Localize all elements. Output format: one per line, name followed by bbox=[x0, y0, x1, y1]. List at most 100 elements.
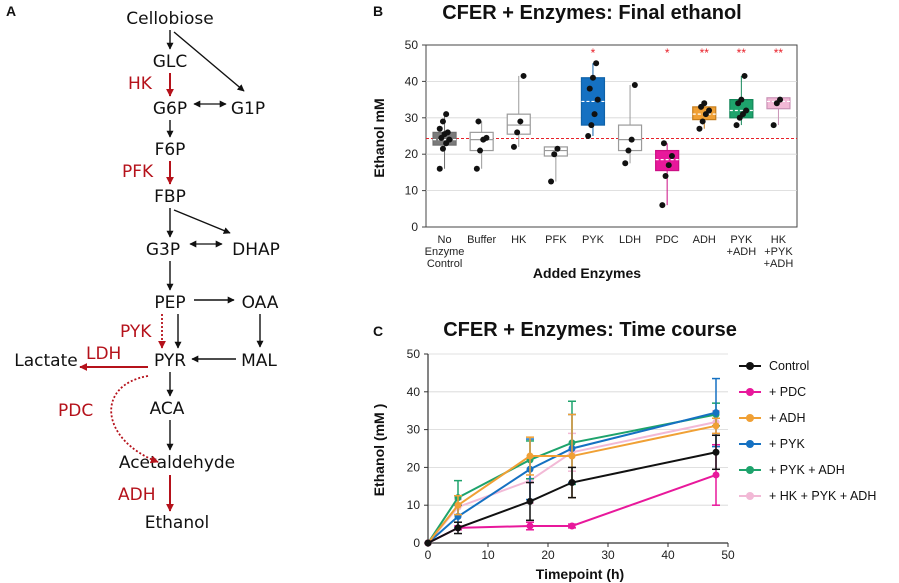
category-label: PYK bbox=[730, 234, 753, 246]
legend-item: Control bbox=[739, 359, 809, 373]
node-ethanol: Ethanol bbox=[145, 513, 210, 533]
legend-item: + HK + PYK + ADH bbox=[739, 489, 876, 503]
category-label: Control bbox=[427, 258, 462, 270]
box-point bbox=[551, 151, 558, 158]
box-point bbox=[473, 165, 480, 172]
chart-b-ytick-label: 30 bbox=[405, 111, 419, 125]
box-point bbox=[699, 118, 706, 125]
legend-label: Control bbox=[769, 359, 809, 373]
chart-c-xtick-label: 40 bbox=[661, 548, 675, 562]
box-point bbox=[439, 118, 446, 125]
chart-b-ylabel: Ethanol mM bbox=[371, 98, 387, 177]
node-pep: PEP bbox=[154, 293, 185, 313]
chart-c-ylabel: Ethanol (mM ) bbox=[371, 404, 387, 497]
enzyme-adh: ADH bbox=[118, 485, 156, 505]
node-mal: MAL bbox=[241, 351, 277, 371]
chart-c-ytick-label: 40 bbox=[407, 385, 421, 399]
box-point bbox=[665, 162, 672, 169]
box-point bbox=[443, 111, 450, 118]
chart-b-ytick-label: 50 bbox=[405, 38, 419, 52]
node-acetaldehyde: Acetaldehyde bbox=[119, 453, 235, 473]
box-point bbox=[588, 122, 595, 129]
time-course-chart: C CFER + Enzymes: Time course Ethanol (m… bbox=[371, 319, 876, 582]
category-label: No bbox=[438, 234, 452, 246]
data-point bbox=[568, 452, 576, 460]
box-point bbox=[520, 72, 527, 79]
box-3: PFK bbox=[543, 145, 568, 246]
chart-c-xtick-label: 10 bbox=[481, 548, 495, 562]
series-0 bbox=[424, 434, 720, 547]
category-label: +ADH bbox=[727, 246, 757, 258]
category-label: Enzyme bbox=[425, 246, 465, 258]
chart-b-xlabel: Added Enzymes bbox=[533, 265, 641, 281]
legend-swatch-marker bbox=[746, 388, 754, 396]
data-point bbox=[712, 471, 720, 479]
legend-item: + ADH bbox=[739, 411, 805, 425]
legend-item: + PDC bbox=[739, 385, 806, 399]
box-9: ** HK+PYK+ADH bbox=[764, 46, 794, 270]
legend-label: + PDC bbox=[769, 385, 806, 399]
box-point bbox=[483, 134, 490, 141]
box-point bbox=[475, 118, 482, 125]
panel-label-a: A bbox=[6, 3, 16, 19]
enzyme-pyk: PYK bbox=[120, 322, 152, 342]
node-cellobiose: Cellobiose bbox=[126, 9, 213, 29]
significance-marker: ** bbox=[700, 46, 710, 60]
chart-c-ytick-label: 50 bbox=[407, 347, 421, 361]
node-g6p: G6P bbox=[153, 99, 187, 119]
arrow-fbp-dhap bbox=[173, 209, 231, 234]
chart-c-ytick-label: 10 bbox=[407, 498, 421, 512]
box-point bbox=[436, 125, 443, 132]
enzyme-ldh: LDH bbox=[86, 344, 121, 364]
node-f6p: F6P bbox=[155, 140, 186, 160]
chart-c-xlabel: Timepoint (h) bbox=[536, 566, 624, 582]
legend-swatch-marker bbox=[746, 362, 754, 370]
category-label: ADH bbox=[693, 234, 716, 246]
significance-marker: ** bbox=[774, 46, 784, 60]
box-point bbox=[738, 96, 745, 103]
box-point bbox=[660, 140, 667, 147]
chart-b-ytick-label: 0 bbox=[411, 220, 418, 234]
category-label: +ADH bbox=[764, 258, 794, 270]
node-fbp: FBP bbox=[154, 187, 186, 207]
category-label: LDH bbox=[619, 234, 641, 246]
box-point bbox=[622, 160, 629, 167]
chart-c-ytick-label: 20 bbox=[407, 460, 421, 474]
legend-item: + PYK + ADH bbox=[739, 463, 845, 477]
box-point bbox=[439, 145, 446, 152]
box-point bbox=[628, 136, 635, 143]
box-point bbox=[446, 136, 453, 143]
box-point bbox=[743, 107, 750, 114]
chart-c-title: CFER + Enzymes: Time course bbox=[443, 319, 737, 341]
data-point bbox=[454, 524, 462, 532]
legend-swatch-marker bbox=[746, 466, 754, 474]
data-point bbox=[526, 452, 534, 460]
chart-c-xtick-label: 30 bbox=[601, 548, 615, 562]
arrow-pyr-acetaldehyde-pdc bbox=[110, 375, 159, 464]
node-glc: GLC bbox=[153, 52, 188, 72]
box-point bbox=[593, 60, 600, 67]
chart-b-ytick-label: 10 bbox=[405, 184, 419, 198]
enzyme-hk: HK bbox=[128, 74, 153, 94]
chart-b-title: CFER + Enzymes: Final ethanol bbox=[442, 2, 742, 24]
box-point bbox=[733, 122, 740, 129]
enzyme-pdc: PDC bbox=[58, 401, 93, 421]
arrow-cellobiose-g1p bbox=[173, 31, 245, 92]
category-label: PFK bbox=[545, 234, 567, 246]
category-label: HK bbox=[771, 234, 787, 246]
box-point bbox=[510, 143, 517, 150]
box-point bbox=[696, 125, 703, 132]
data-point bbox=[424, 539, 432, 547]
chart-c-xtick-label: 20 bbox=[541, 548, 555, 562]
node-g1p: G1P bbox=[231, 99, 265, 119]
significance-marker: * bbox=[591, 46, 596, 60]
final-ethanol-chart: B CFER + Enzymes: Final ethanol Ethanol … bbox=[371, 2, 798, 281]
legend-swatch-marker bbox=[746, 492, 754, 500]
legend-label: + HK + PYK + ADH bbox=[769, 489, 876, 503]
box-point bbox=[514, 129, 521, 136]
legend-swatch-marker bbox=[746, 414, 754, 422]
significance-marker: ** bbox=[737, 46, 747, 60]
legend-item: + PYK bbox=[739, 437, 805, 451]
box-point bbox=[586, 85, 593, 92]
